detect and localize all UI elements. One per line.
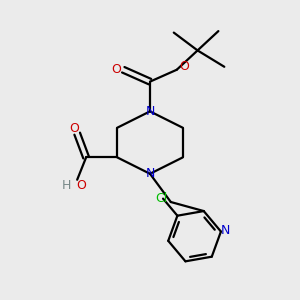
Text: O: O <box>179 60 189 73</box>
Text: O: O <box>69 122 79 135</box>
Text: O: O <box>77 179 87 192</box>
Text: H: H <box>62 179 71 192</box>
Text: N: N <box>145 167 155 180</box>
Text: N: N <box>221 224 230 237</box>
Text: N: N <box>145 105 155 118</box>
Text: Cl: Cl <box>155 192 168 205</box>
Text: O: O <box>111 63 121 76</box>
